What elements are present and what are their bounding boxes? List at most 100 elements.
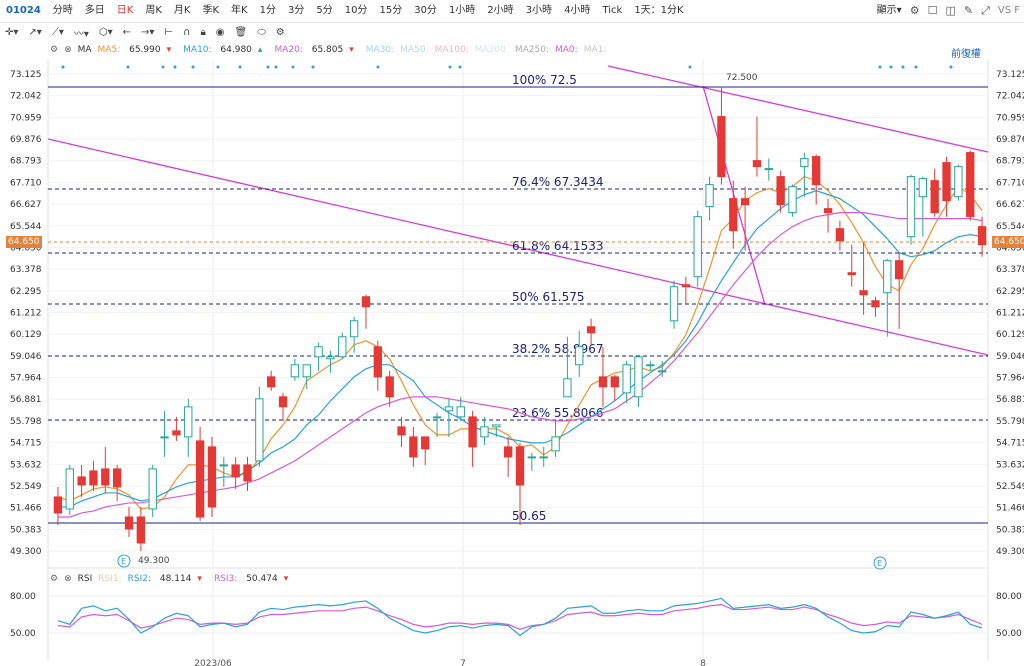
price-axis-label-left: 69.876 xyxy=(10,135,42,145)
ma10-value: 64.980 xyxy=(220,45,252,55)
candle-body xyxy=(527,456,537,459)
ma-settings-icon[interactable]: ⚙ xyxy=(50,45,59,55)
expand-icon[interactable]: ⤢ xyxy=(981,4,990,17)
price-axis-label-left: 57.964 xyxy=(10,374,42,384)
price-axis: 73.125 73.125 72.042 72.042 70.959 70.959 69.8… xyxy=(10,70,1024,557)
price-axis-label-left: 72.042 xyxy=(10,92,42,102)
price-axis-label-right: 55.798 xyxy=(996,417,1024,427)
checkbox-icon[interactable]: ☐ xyxy=(927,4,938,17)
channel-tool-icon[interactable]: ⟋▾ xyxy=(51,26,64,38)
camera-icon[interactable]: ◫ xyxy=(945,4,956,17)
current-price-right: 64.650 xyxy=(992,236,1024,248)
signal-dot xyxy=(889,65,893,69)
candle-body xyxy=(492,424,501,428)
period-7[interactable]: 1分 xyxy=(259,5,276,16)
price-axis-label-left: 49.300 xyxy=(10,547,42,557)
signal-dot xyxy=(448,65,452,69)
period-18[interactable]: 1天：1分K xyxy=(634,5,684,16)
eye-icon[interactable]: ◉ xyxy=(215,26,225,38)
candle-body xyxy=(610,376,619,388)
period-8[interactable]: 3分 xyxy=(287,5,305,16)
compare-button[interactable]: VS F xyxy=(997,5,1020,16)
down-arrow-icon: ▾ xyxy=(349,45,354,55)
rsi2-line xyxy=(57,597,983,637)
redo-icon[interactable]: →▾ xyxy=(141,26,155,38)
price-axis-label-right: 67.710 xyxy=(996,178,1024,188)
price-axis-label-right: 53.632 xyxy=(996,460,1024,470)
price-axis-label-right: 49.300 xyxy=(996,547,1024,557)
price-axis-label-left: 53.632 xyxy=(10,460,42,470)
magnet-icon[interactable]: ∩ xyxy=(183,26,191,38)
candle-body xyxy=(267,376,276,388)
ma200-label: MA200: xyxy=(474,45,509,55)
wave-tool-icon[interactable]: 〰▾ xyxy=(73,28,89,40)
down-arrow-icon: ▾ xyxy=(283,574,289,584)
crosshair-icon[interactable]: ✛▾ xyxy=(5,26,19,38)
candle-body xyxy=(290,364,300,378)
display-menu[interactable]: 顯示▾ xyxy=(873,0,906,22)
candle-body xyxy=(823,208,833,214)
signal-dot xyxy=(688,65,692,69)
period-12[interactable]: 30分 xyxy=(414,5,437,16)
candle-body xyxy=(444,406,454,412)
ma250-label: MA250: xyxy=(514,45,549,55)
settings-icon[interactable]: ⚙ xyxy=(909,4,920,17)
undo-icon[interactable]: ← xyxy=(122,26,132,38)
upper-trendline xyxy=(607,65,989,153)
rsi-settings-icon[interactable]: ⚙ xyxy=(50,574,59,584)
price-axis-label-right: 69.876 xyxy=(996,135,1024,145)
candle-body xyxy=(326,356,335,360)
candle-body xyxy=(515,446,525,486)
ma5-legend: MA5: 65.990 ▾ xyxy=(98,45,178,55)
period-14[interactable]: 2小時 xyxy=(487,5,514,16)
price-axis-label-left: 54.715 xyxy=(10,439,42,449)
period-13[interactable]: 1小時 xyxy=(448,5,476,16)
display-label: 顯示 xyxy=(876,5,897,16)
rsi-label[interactable]: RSI xyxy=(77,574,93,584)
period-0[interactable]: 分時 xyxy=(52,5,73,16)
lock-icon[interactable]: 🔒︎ xyxy=(200,26,206,38)
ruler-icon[interactable]: ⊢ xyxy=(164,26,174,38)
ma-label[interactable]: MA xyxy=(77,45,92,55)
line-tool-icon[interactable]: ↗▾ xyxy=(28,26,42,38)
trash-icon[interactable]: 🗑︎ xyxy=(234,26,248,38)
ma-close-icon[interactable]: ⊗ xyxy=(64,45,72,55)
period-3[interactable]: 周K xyxy=(145,5,162,16)
price-axis-label-right: 73.125 xyxy=(996,70,1024,80)
shape-tool-icon[interactable]: ⬡▾ xyxy=(98,26,113,38)
period-17[interactable]: Tick xyxy=(602,5,623,16)
period-5[interactable]: 季K xyxy=(202,5,220,16)
pencil-icon[interactable]: ✎ xyxy=(963,4,974,17)
rsi2-legend: RSI2: 48.114 ▾ xyxy=(128,574,208,584)
period-15[interactable]: 3小時 xyxy=(525,5,553,16)
period-4[interactable]: 月K xyxy=(173,5,191,16)
toggle-icon[interactable]: ⬭ xyxy=(257,26,266,38)
moving-averages xyxy=(57,175,983,518)
chevron-down-icon: ▾ xyxy=(896,5,902,16)
gear-icon[interactable]: ⚙ xyxy=(275,26,285,38)
period-16[interactable]: 4小時 xyxy=(564,5,591,16)
period-6[interactable]: 年K xyxy=(231,5,248,16)
adjust-button[interactable]: 前復權 xyxy=(951,49,981,60)
period-2[interactable]: 日K xyxy=(116,5,134,16)
period-11[interactable]: 15分 xyxy=(379,5,403,16)
rsi-close-icon[interactable]: ⊗ xyxy=(64,574,72,584)
signal-dot xyxy=(126,65,130,69)
price-axis-label-left: 61.212 xyxy=(10,309,42,319)
period-9[interactable]: 5分 xyxy=(316,5,333,16)
candle-body xyxy=(195,440,205,518)
candle-body xyxy=(160,436,169,439)
period-1[interactable]: 多日 xyxy=(84,5,105,16)
rsi2-label: RSI2: xyxy=(127,574,152,584)
symbol-label[interactable]: 01024 xyxy=(6,5,41,16)
candle-body xyxy=(468,416,477,448)
ma10-label: MA10: xyxy=(183,45,212,55)
price-axis-label-right: 72.042 xyxy=(996,92,1024,102)
signal-dot xyxy=(458,65,462,69)
candle-body xyxy=(124,516,134,530)
ma20-line xyxy=(57,212,983,518)
price-axis-label-right: 63.378 xyxy=(996,265,1024,275)
period-10[interactable]: 10分 xyxy=(344,5,368,16)
candle-body xyxy=(646,364,655,367)
